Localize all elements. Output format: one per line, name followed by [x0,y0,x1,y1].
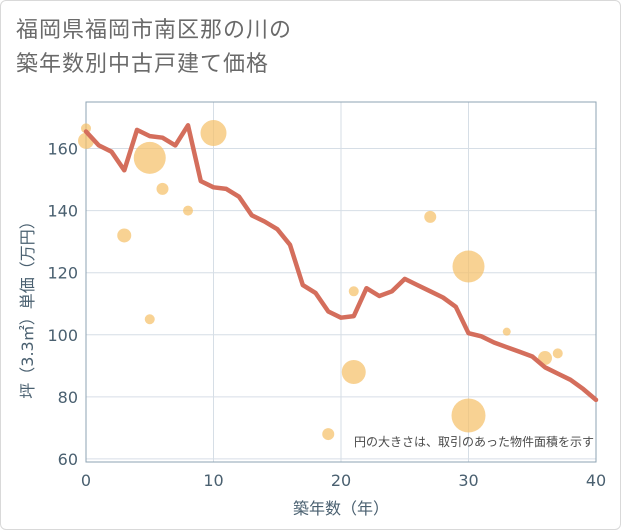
bubble-point [183,205,193,216]
x-tick-label: 20 [331,471,351,490]
bubble-point [424,210,437,223]
y-tick-label: 160 [47,140,78,159]
bubble-point [156,182,169,195]
bubble-point [117,228,132,243]
axis-ticks: 0 10 20 30 40 60 80 100 120 140 160 [47,140,606,490]
bubble-point [322,428,335,441]
bubble-point [552,348,563,359]
chart-title-line-1: 福岡県福岡市南区那の川の [16,18,293,43]
x-axis-label: 築年数（年） [293,499,389,518]
plot-area [85,101,597,463]
chart-title-line-2: 築年数別中古戸建て価格 [16,52,270,77]
y-tick-label: 120 [47,264,78,283]
bubble-series [78,120,563,441]
bubble-point [144,314,155,325]
x-tick-label: 40 [586,471,606,490]
x-tick-label: 10 [203,471,223,490]
bubble-point [133,141,166,174]
y-tick-label: 80 [58,388,78,407]
bubble-point [200,120,227,147]
y-tick-label: 140 [47,202,78,221]
bubble-point [341,360,366,384]
x-tick-label: 30 [458,471,478,490]
line-series [83,123,599,403]
x-tick-label: 0 [81,471,91,490]
bubble-point [348,286,359,297]
y-tick-label: 100 [47,326,78,345]
price-line [83,123,599,403]
bubble-point [81,123,91,134]
bubble-size-note: 円の大きさは、取引のあった物件面積を示す [354,434,594,449]
y-axis-label: 坪（3.3㎡）単価（万円） [18,213,37,398]
bubble-point [452,250,485,283]
y-tick-label: 60 [58,450,78,469]
chart-title: 福岡県福岡市南区那の川の 築年数別中古戸建て価格 [16,14,292,82]
bubble-point [502,327,511,336]
bubble-point [451,398,486,433]
